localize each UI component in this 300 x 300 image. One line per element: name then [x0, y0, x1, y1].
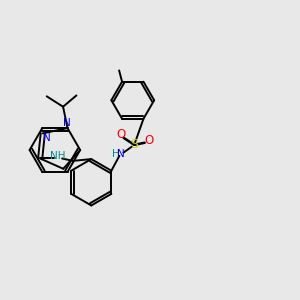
Text: N: N — [117, 149, 125, 159]
Text: S: S — [130, 138, 138, 151]
Text: NH: NH — [50, 151, 65, 161]
Text: O: O — [117, 128, 126, 141]
Text: O: O — [145, 134, 154, 147]
Text: N: N — [63, 118, 71, 128]
Text: N: N — [43, 134, 50, 143]
Text: H: H — [112, 149, 120, 159]
